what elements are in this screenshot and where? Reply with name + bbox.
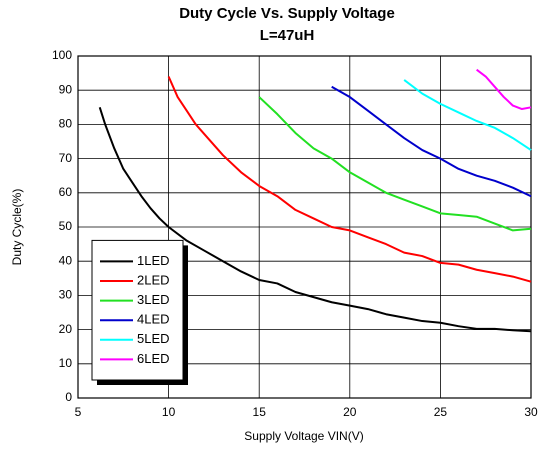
legend-label: 5LED: [137, 331, 170, 346]
series-line: [98, 106, 532, 333]
series-line: [167, 76, 532, 283]
y-tick-label: 40: [59, 253, 73, 267]
x-tick-label: 20: [343, 405, 357, 419]
x-tick-label: 15: [253, 405, 267, 419]
legend-label: 3LED: [137, 292, 170, 307]
y-tick-label: 90: [59, 82, 73, 96]
y-tick-label: 80: [59, 117, 73, 131]
x-axis-label: Supply Voltage VIN(V): [244, 429, 363, 443]
y-tick-label: 100: [52, 48, 72, 62]
legend: [91, 239, 184, 381]
y-tick-label: 60: [59, 185, 73, 199]
legend-label: 4LED: [137, 312, 170, 327]
y-axis-label: Duty Cycle(%): [10, 189, 24, 266]
x-tick-label: 30: [524, 405, 538, 419]
chart-title: Duty Cycle Vs. Supply Voltage: [179, 5, 395, 22]
series-line: [331, 85, 532, 198]
y-tick-label: 20: [59, 322, 73, 336]
y-tick-label: 70: [59, 151, 73, 165]
plot-border: [77, 55, 532, 399]
x-tick-label: 10: [162, 405, 176, 419]
legend-label: 2LED: [137, 272, 170, 287]
series-line: [403, 79, 532, 151]
series-line: [258, 96, 532, 232]
legend-label: 6LED: [137, 351, 170, 366]
x-tick-label: 25: [434, 405, 448, 419]
chart-subtitle: L=47uH: [260, 27, 315, 44]
y-tick-label: 50: [59, 219, 73, 233]
legend-label: 1LED: [137, 253, 170, 268]
y-tick-label: 30: [59, 288, 73, 302]
series-line: [476, 68, 532, 111]
y-tick-label: 0: [65, 390, 72, 404]
y-tick-label: 10: [59, 356, 73, 370]
x-tick-label: 5: [75, 405, 82, 419]
